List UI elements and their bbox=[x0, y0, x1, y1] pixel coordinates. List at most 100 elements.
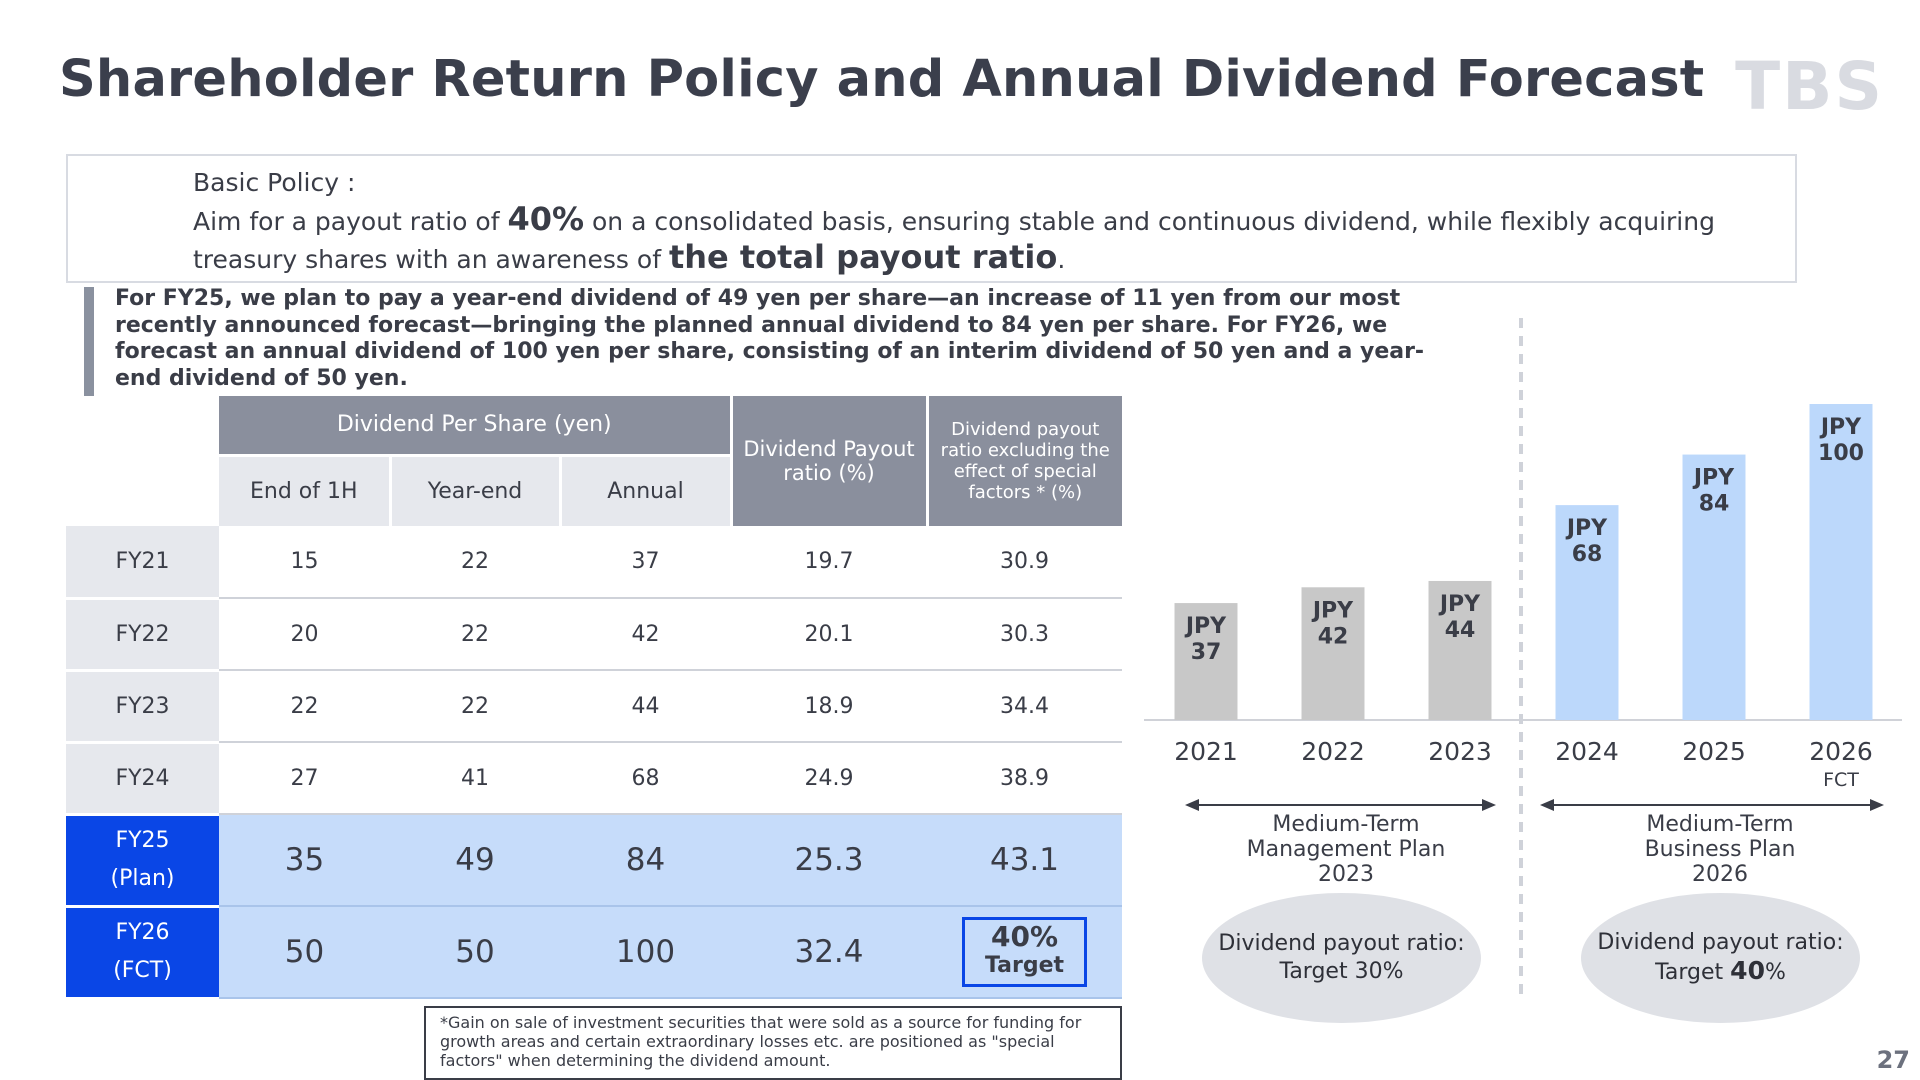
bar-2026 bbox=[1809, 404, 1873, 720]
cell-1h: 22 bbox=[219, 670, 390, 743]
arrow-plan-2026-head-right bbox=[1870, 799, 1884, 811]
cell-1h: 27 bbox=[219, 742, 390, 815]
policy-emphasis-40: 40% bbox=[507, 200, 585, 238]
policy-text: . bbox=[1057, 245, 1066, 274]
header-annual: Annual bbox=[560, 453, 733, 526]
cell-1h: 15 bbox=[219, 526, 390, 599]
row-label-year: FY26 bbox=[115, 920, 170, 945]
policy-emphasis-total: the total payout ratio bbox=[668, 238, 1058, 276]
page-title: Shareholder Return Policy and Annual Div… bbox=[59, 50, 1705, 109]
cell-annual: 68 bbox=[560, 742, 731, 815]
page-number: 27 bbox=[1876, 1046, 1910, 1074]
row-label-status: (Plan) bbox=[110, 866, 175, 891]
x-tick-label: 2026 bbox=[1809, 737, 1873, 766]
bar-value-line: 68 bbox=[1572, 542, 1603, 567]
bar-value-line: 100 bbox=[1818, 441, 1864, 466]
company-logo: TBS bbox=[1735, 48, 1884, 125]
cell-annual: 44 bbox=[560, 670, 731, 743]
table-corner bbox=[66, 455, 219, 526]
policy-line-2: treasury shares with an awareness of the… bbox=[193, 238, 1065, 276]
plan-name-line: 2026 bbox=[1692, 862, 1748, 887]
cell-payout: 24.9 bbox=[731, 742, 927, 815]
cell-payout-excl: 34.4 bbox=[927, 670, 1122, 743]
policy-line-1: Aim for a payout ratio of 40% on a conso… bbox=[193, 200, 1715, 238]
target-ellipse-2026: Dividend payout ratio: Target 40% bbox=[1581, 893, 1860, 1023]
row-label-fy25: FY25 (Plan) bbox=[66, 814, 219, 908]
cell-annual: 100 bbox=[560, 906, 731, 999]
bar-value-line: JPY bbox=[1311, 598, 1354, 623]
bar-value-label: JPY 84 bbox=[1692, 466, 1735, 517]
policy-text: on a consolidated basis, ensuring stable… bbox=[584, 207, 1715, 236]
cell-payout: 20.1 bbox=[731, 598, 927, 671]
bar-value-label: JPY 44 bbox=[1438, 592, 1481, 643]
plan-name-line: Medium-Term bbox=[1646, 812, 1794, 837]
x-tick-label: 2025 bbox=[1682, 737, 1746, 766]
bar-value-label: JPY 100 bbox=[1818, 415, 1864, 466]
table-row: FY21 15 22 37 19.7 30.9 bbox=[66, 526, 1122, 600]
table-row: FY22 20 22 42 20.1 30.3 bbox=[66, 598, 1122, 672]
table-row: FY23 22 22 44 18.9 34.4 bbox=[66, 670, 1122, 744]
bar-value-line: 42 bbox=[1318, 624, 1349, 649]
bar-value-label: JPY 42 bbox=[1311, 598, 1354, 649]
bar-2023 bbox=[1428, 580, 1492, 720]
notes-accent-bar bbox=[84, 287, 94, 397]
target-label: Target bbox=[984, 953, 1065, 978]
cell-payout: 19.7 bbox=[731, 526, 927, 599]
table-row: FY24 27 41 68 24.9 38.9 bbox=[66, 742, 1122, 816]
header-dividend-per-share: Dividend Per Share (yen) bbox=[219, 396, 733, 455]
row-label: FY24 bbox=[66, 742, 219, 816]
row-label-status: (FCT) bbox=[113, 958, 172, 983]
cell-year-end: 49 bbox=[390, 814, 560, 907]
header-payout-excluding: Dividend payout ratio excluding the effe… bbox=[927, 396, 1122, 526]
cell-annual: 37 bbox=[560, 526, 731, 599]
cell-payout: 25.3 bbox=[731, 814, 927, 907]
table-row-fy25: FY25 (Plan) 35 49 84 25.3 43.1 bbox=[66, 814, 1122, 908]
row-label: FY23 bbox=[66, 670, 219, 744]
header-year-end: Year-end bbox=[390, 453, 562, 526]
row-label-year: FY25 bbox=[115, 828, 170, 853]
arrow-plan-2023-head-right bbox=[1482, 799, 1496, 811]
dividend-table: Dividend Per Share (yen) Dividend Payout… bbox=[66, 396, 1122, 1000]
plan-name-2023: Medium-Term Management Plan 2023 bbox=[1226, 812, 1466, 887]
x-tick-label: 2023 bbox=[1428, 737, 1492, 766]
plan-name-2026: Medium-Term Business Plan 2026 bbox=[1600, 812, 1840, 887]
x-tick-sublabel: FCT bbox=[1823, 769, 1859, 791]
cell-payout: 32.4 bbox=[731, 906, 927, 999]
cell-year-end: 22 bbox=[390, 670, 560, 743]
row-label: FY21 bbox=[66, 526, 219, 600]
ellipse-text: Dividend payout ratio: Target 40% bbox=[1597, 929, 1843, 987]
x-tick-label: 2024 bbox=[1555, 737, 1619, 766]
ellipse-label: Dividend payout ratio: bbox=[1218, 931, 1465, 956]
table-corner bbox=[66, 396, 219, 455]
header-payout-ratio: Dividend Payout ratio (%) bbox=[731, 396, 929, 526]
cell-payout-excl: 30.3 bbox=[927, 598, 1122, 671]
plan-name-line: Medium-Term bbox=[1272, 812, 1420, 837]
bar-2022 bbox=[1301, 587, 1365, 720]
cell-year-end: 50 bbox=[390, 906, 560, 999]
cell-annual: 84 bbox=[560, 814, 731, 907]
policy-text: Aim for a payout ratio of bbox=[193, 207, 508, 236]
ellipse-post: % bbox=[1764, 960, 1786, 985]
plan-name-line: Business Plan bbox=[1644, 837, 1796, 862]
bar-2024 bbox=[1555, 505, 1619, 720]
target-value: 40% bbox=[990, 920, 1059, 953]
bar-value-line: JPY bbox=[1184, 614, 1227, 639]
bar-value-line: JPY bbox=[1819, 415, 1862, 440]
arrow-plan-2026-head-left bbox=[1540, 799, 1554, 811]
cell-1h: 20 bbox=[219, 598, 390, 671]
bar-value-label: JPY 68 bbox=[1565, 516, 1608, 567]
ellipse-bold: 40 bbox=[1730, 956, 1765, 985]
cell-payout-excl: 43.1 bbox=[927, 814, 1122, 907]
cell-1h: 50 bbox=[219, 906, 390, 999]
bar-value-line: JPY bbox=[1565, 516, 1608, 541]
x-tick-label: 2022 bbox=[1301, 737, 1365, 766]
cell-year-end: 22 bbox=[390, 526, 560, 599]
header-end-of-1h: End of 1H bbox=[219, 453, 392, 526]
cell-1h: 35 bbox=[219, 814, 390, 907]
cell-annual: 42 bbox=[560, 598, 731, 671]
row-label-fy26: FY26 (FCT) bbox=[66, 906, 219, 1000]
bar-2021 bbox=[1174, 603, 1238, 720]
basic-policy-box: Basic Policy : Aim for a payout ratio of… bbox=[66, 154, 1797, 283]
policy-heading: Basic Policy : bbox=[193, 168, 356, 197]
